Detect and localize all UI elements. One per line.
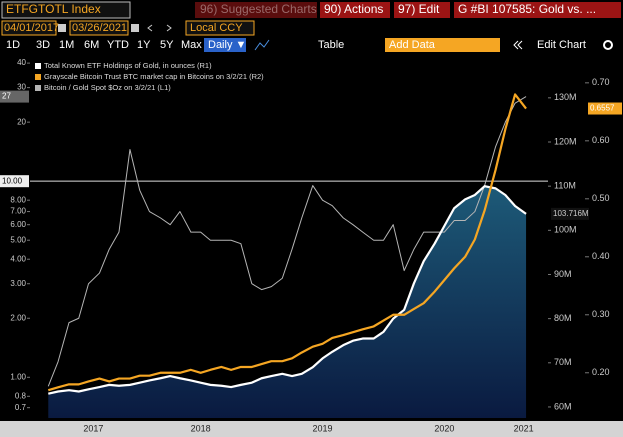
period-button[interactable]: 3D bbox=[36, 39, 50, 51]
legend-label: Grayscale Bitcoin Trust BTC market cap i… bbox=[44, 72, 264, 81]
frequency: Daily ▼ bbox=[208, 39, 246, 51]
y2-tick-label: 130M bbox=[554, 92, 577, 102]
nav-arrows[interactable] bbox=[147, 24, 172, 32]
period-button[interactable]: 5Y bbox=[160, 39, 174, 51]
y-tick-label: 4.00 bbox=[10, 254, 26, 263]
y2-tick-label: 70M bbox=[554, 357, 572, 367]
area bbox=[48, 186, 527, 418]
legend-swatch bbox=[35, 74, 41, 80]
y2-tick-label: 100M bbox=[554, 225, 577, 235]
button-label: G #BI 107585: Gold vs. ... bbox=[458, 2, 596, 16]
y2-tick-label: 120M bbox=[554, 136, 577, 146]
period-button[interactable]: YTD bbox=[107, 39, 129, 51]
series-line bbox=[48, 185, 527, 395]
value-label-box bbox=[588, 102, 622, 115]
table-button[interactable]: Table bbox=[318, 39, 344, 51]
add-data: Add Data bbox=[389, 39, 436, 51]
legend-label: Total Known ETF Holdings of Gold, in oun… bbox=[44, 61, 212, 70]
y-tick-label: 20 bbox=[17, 117, 26, 126]
value-label: 103.716M bbox=[553, 209, 589, 218]
period-button[interactable]: 6M bbox=[84, 39, 99, 51]
line-icon[interactable] bbox=[254, 39, 270, 51]
y2-tick-label: 80M bbox=[554, 313, 572, 323]
value-label-box bbox=[551, 207, 589, 220]
y3-tick-label: 0.20 bbox=[592, 367, 610, 377]
y-tick-label: 5.00 bbox=[10, 235, 26, 244]
calendar-icon[interactable] bbox=[58, 24, 66, 32]
currency: Local CCY bbox=[190, 22, 243, 34]
currency-box[interactable] bbox=[185, 20, 255, 36]
button-label: 96) Suggested Charts bbox=[200, 2, 317, 16]
settings-icon[interactable] bbox=[603, 40, 613, 50]
security: ETFGTOTL Index bbox=[6, 2, 101, 16]
y-tick-label: 0.7 bbox=[15, 403, 27, 412]
legend-swatch bbox=[35, 85, 41, 91]
collapse-icon[interactable] bbox=[513, 40, 523, 50]
y-tick-label: 6.00 bbox=[10, 220, 26, 229]
button[interactable] bbox=[454, 2, 621, 18]
series-line bbox=[47, 93, 527, 392]
frequency-box[interactable] bbox=[204, 38, 246, 52]
value-label: 27 bbox=[2, 92, 11, 101]
period-button[interactable]: 1M bbox=[59, 39, 74, 51]
button-label: 90) Actions bbox=[324, 2, 383, 16]
button-label: 97) Edit bbox=[398, 2, 440, 16]
button[interactable] bbox=[394, 2, 450, 18]
calendar-icon[interactable] bbox=[131, 24, 139, 32]
y-tick-label: 30 bbox=[17, 83, 26, 92]
value-label: 0.6557 bbox=[590, 104, 615, 113]
period-button[interactable]: 1D bbox=[6, 39, 20, 51]
period-button[interactable]: Max bbox=[181, 39, 202, 51]
y-tick-label: 8.00 bbox=[10, 195, 26, 204]
y-tick-label: 7.00 bbox=[10, 207, 26, 216]
y-tick-label: 2.00 bbox=[10, 313, 26, 322]
value-label-box bbox=[0, 90, 29, 103]
chart: 0.7 0.8 1.00 2.00 3.00 4.00 5.00 6.00 7.00 8.00 20… bbox=[0, 58, 622, 433]
legend-box bbox=[32, 60, 307, 96]
y-tick-label: 40 bbox=[17, 58, 26, 67]
x-tick-label: 2018 bbox=[191, 423, 211, 433]
reference-label-box bbox=[0, 175, 29, 188]
y3-tick-label: 0.50 bbox=[592, 193, 610, 203]
reference-label: 10.00 bbox=[2, 176, 23, 185]
y3-tick-label: 0.30 bbox=[592, 309, 610, 319]
date-box[interactable] bbox=[1, 20, 57, 36]
legend-swatch bbox=[35, 63, 41, 69]
y3-tick-label: 0.60 bbox=[592, 135, 610, 145]
x-tick-label: 2019 bbox=[313, 423, 333, 433]
y-tick-label: 1.00 bbox=[10, 372, 26, 381]
series-line bbox=[47, 96, 527, 387]
legend-label: Bitcoin / Gold Spot $Oz on 3/2/21 (L1) bbox=[44, 83, 171, 92]
edit-chart[interactable]: Edit Chart bbox=[537, 39, 586, 51]
button[interactable] bbox=[320, 2, 390, 18]
end-date: 03/26/2021 bbox=[72, 22, 127, 34]
add-data-box[interactable] bbox=[385, 38, 500, 52]
y2-tick-label: 90M bbox=[554, 269, 572, 279]
y3-tick-label: 0.70 bbox=[592, 77, 610, 87]
start-date: 04/01/2017 bbox=[4, 22, 59, 34]
x-tick-label: 2017 bbox=[83, 423, 103, 433]
y-tick-label: 0.8 bbox=[15, 391, 27, 400]
x-tick-label: 2021 bbox=[514, 423, 534, 433]
period-buttons: 1D 3D 1M 6M YTD 1Y 5Y Max bbox=[6, 39, 202, 51]
period-button[interactable]: 1Y bbox=[137, 39, 151, 51]
button[interactable] bbox=[195, 2, 317, 18]
x-axis-band bbox=[0, 421, 623, 437]
y2-tick-label: 60M bbox=[554, 401, 572, 411]
security-box[interactable] bbox=[1, 1, 131, 19]
y-tick-label: 3.00 bbox=[10, 279, 26, 288]
date-box[interactable] bbox=[69, 20, 129, 36]
y2-tick-label: 110M bbox=[554, 181, 576, 191]
x-tick-label: 2020 bbox=[434, 423, 454, 433]
y3-tick-label: 0.40 bbox=[592, 251, 610, 261]
